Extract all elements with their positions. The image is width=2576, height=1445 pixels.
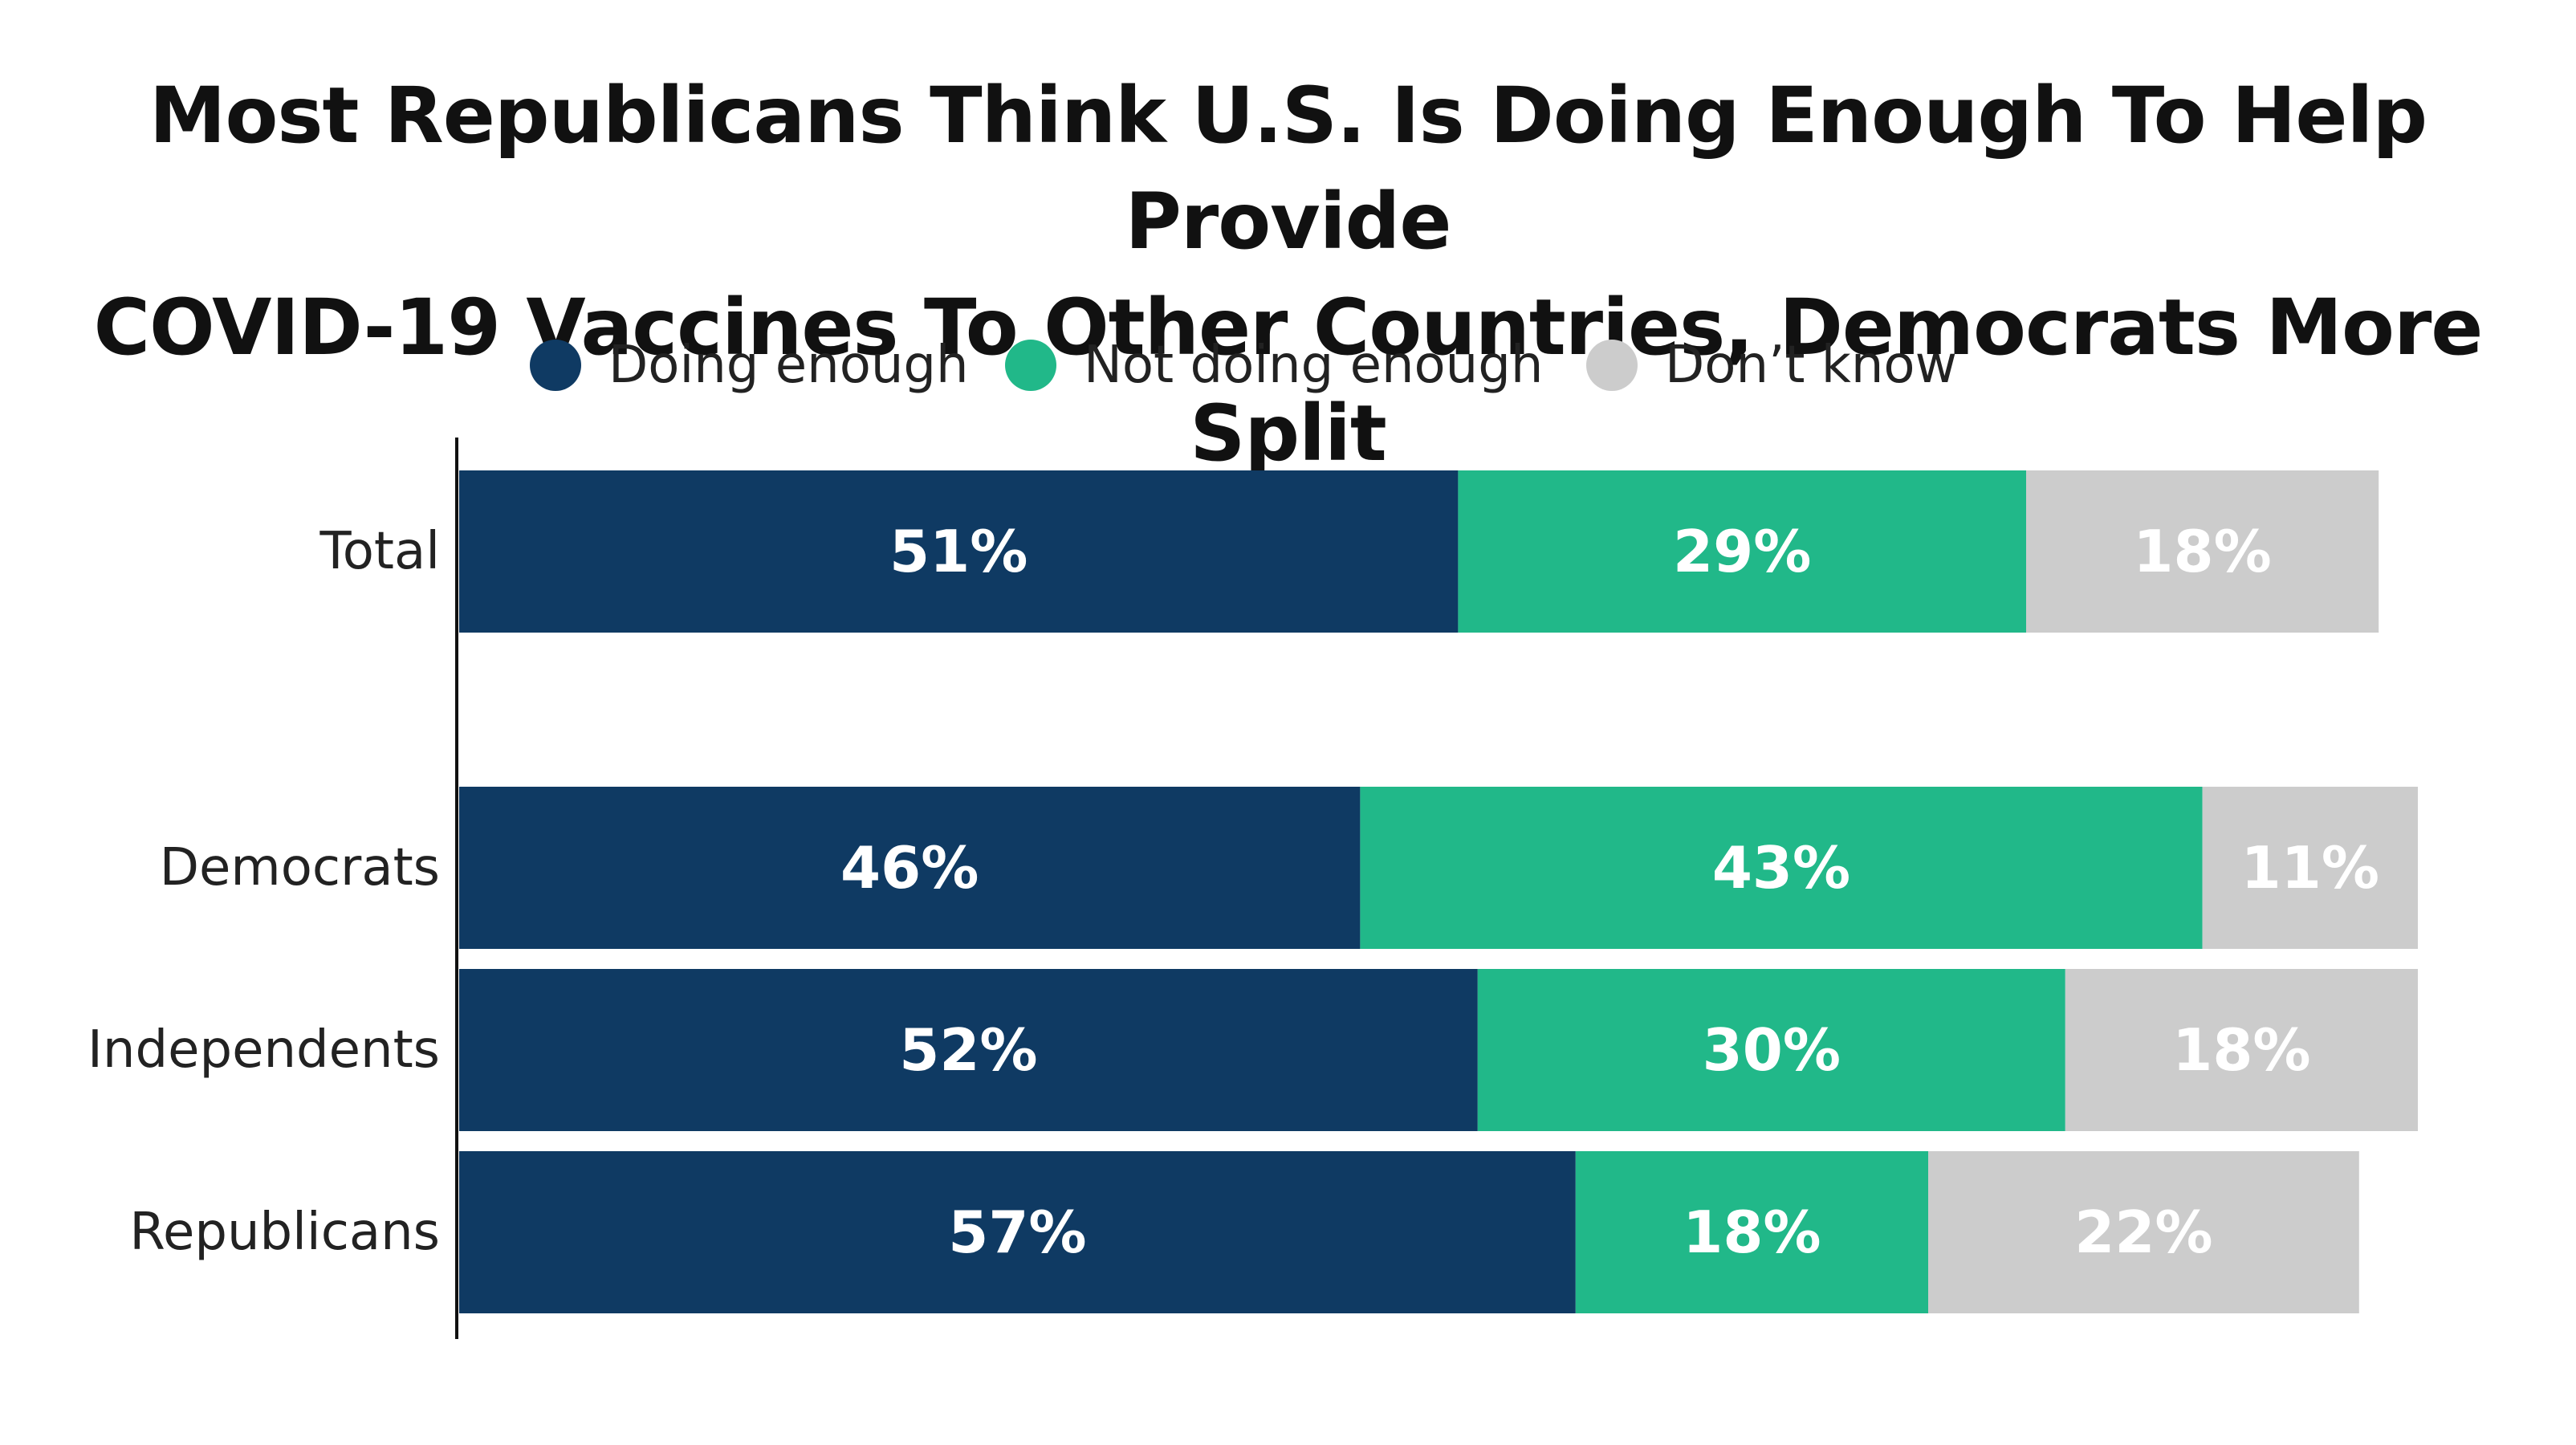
category-label-republicans: Republicans: [129, 1203, 440, 1262]
chart-title: Most Republicans Think U.S. Is Doing Eno…: [0, 63, 2576, 486]
bar-independents-not-doing-enough: [1477, 969, 2065, 1131]
value-label-democrats-doing-enough: 46%: [840, 834, 979, 902]
value-label-democrats-not-doing-enough: 43%: [1712, 834, 1850, 902]
bar-republicans-not-doing-enough: [1575, 1151, 1928, 1313]
category-label-democrats: Democrats: [160, 838, 440, 898]
bar-total-not-doing-enough: [1458, 470, 2026, 633]
chart-legend: Doing enough Not doing enough Don’t know: [0, 325, 2576, 405]
bar-democrats-doing-enough: [459, 787, 1361, 949]
legend-item-dont-know: Don’t know: [1586, 325, 1957, 405]
value-label-republicans-not-doing-enough: 18%: [1683, 1199, 1821, 1266]
bar-total-doing-enough: [459, 470, 1459, 633]
legend-label-dont-know: Don’t know: [1665, 336, 1957, 395]
value-label-independents-don-t-know: 18%: [2172, 1016, 2310, 1084]
value-label-total-not-doing-enough: 29%: [1673, 518, 1811, 585]
chart-title-line-1: Most Republicans Think U.S. Is Doing Eno…: [149, 71, 2427, 267]
legend-item-doing-enough: Doing enough: [530, 325, 969, 405]
chart-title-line-2: COVID-19 Vaccines To Other Countries, De…: [93, 283, 2484, 478]
value-label-independents-doing-enough: 52%: [899, 1016, 1037, 1084]
legend-swatch-dont-know: [1586, 340, 1638, 391]
bar-republicans-doing-enough: [459, 1151, 1576, 1313]
bar-democrats-not-doing-enough: [1360, 787, 2203, 949]
value-label-republicans-don-t-know: 22%: [2074, 1199, 2212, 1266]
bar-independents-doing-enough: [459, 969, 1478, 1131]
bar-total-don-t-know: [2026, 470, 2379, 633]
legend-label-doing-enough: Doing enough: [608, 336, 969, 395]
bar-republicans-don-t-know: [1928, 1151, 2359, 1313]
legend-label-not-doing-enough: Not doing enough: [1084, 336, 1544, 395]
legend-swatch-doing-enough: [530, 340, 581, 391]
value-label-independents-not-doing-enough: 30%: [1703, 1016, 1841, 1084]
bar-democrats-don-t-know: [2202, 787, 2418, 949]
category-label-total: Total: [319, 522, 440, 581]
legend-swatch-not-doing-enough: [1005, 340, 1056, 391]
value-label-democrats-don-t-know: 11%: [2241, 834, 2379, 902]
value-label-republicans-doing-enough: 57%: [948, 1199, 1086, 1266]
legend-item-not-doing-enough: Not doing enough: [1005, 325, 1543, 405]
value-label-total-doing-enough: 51%: [889, 518, 1028, 585]
category-label-independents: Independents: [87, 1020, 440, 1080]
value-label-total-don-t-know: 18%: [2133, 518, 2271, 585]
bar-independents-don-t-know: [2065, 969, 2418, 1131]
